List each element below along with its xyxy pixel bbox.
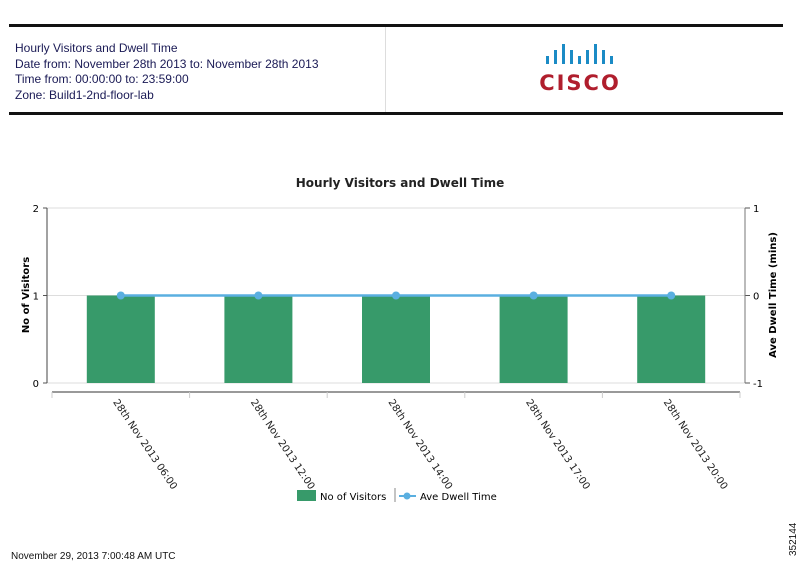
header-divider	[385, 27, 386, 112]
bar	[637, 295, 706, 383]
date-range: Date from: November 28th 2013 to: Novemb…	[15, 56, 319, 71]
legend-line-marker	[403, 492, 411, 500]
figure-id: 352144	[788, 522, 799, 556]
y-tick-label: 1	[33, 292, 39, 303]
y-axis-label: No of Visitors	[21, 257, 32, 333]
x-tick-label: 28th Nov 2013 17:00	[523, 398, 592, 492]
bar	[224, 295, 293, 383]
chart-title: Hourly Visitors and Dwell Time	[296, 176, 504, 190]
x-tick-label: 28th Nov 2013 20:00	[661, 398, 730, 492]
bar	[86, 295, 155, 383]
footer-timestamp: November 29, 2013 7:00:48 AM UTC	[11, 551, 176, 562]
legend-bar-swatch[interactable]	[297, 490, 316, 501]
x-tick-label: 28th Nov 2013 14:00	[386, 398, 455, 492]
report-title: Hourly Visitors and Dwell Time	[15, 41, 178, 55]
y2-axis-label: Ave Dwell Time (mins)	[768, 232, 779, 358]
dwell-point	[529, 291, 538, 300]
report-info: Hourly Visitors and Dwell Time Date from…	[15, 41, 319, 103]
zone: Zone: Build1-2nd-floor-lab	[15, 87, 154, 102]
time-range: Time from: 00:00:00 to: 23:59:00	[15, 72, 189, 86]
y-tick-label: 2	[33, 204, 39, 215]
legend: No of Visitors Ave Dwell Time	[297, 488, 497, 503]
dwell-point	[667, 291, 676, 300]
report-header: Hourly Visitors and Dwell Time Date from…	[9, 24, 783, 115]
bar	[362, 295, 430, 383]
legend-dwell[interactable]: Ave Dwell Time	[420, 492, 497, 503]
y2-tick-label: -1	[753, 379, 763, 390]
cisco-logo: CISCO	[539, 44, 621, 95]
y2-tick-label: 1	[753, 204, 759, 215]
chart: Hourly Visitors and Dwell Time No of Vis…	[21, 176, 779, 503]
x-tick-label: 28th Nov 2013 06:00	[110, 398, 179, 492]
dwell-point	[254, 291, 263, 300]
legend-visitors[interactable]: No of Visitors	[320, 492, 386, 503]
bar	[499, 295, 568, 383]
svg-text:CISCO: CISCO	[539, 71, 621, 95]
y-tick-label: 0	[33, 379, 39, 390]
dwell-point	[392, 291, 400, 300]
dwell-point	[116, 291, 125, 300]
x-tick-label: 28th Nov 2013 12:00	[248, 398, 317, 492]
y2-tick-label: 0	[753, 292, 759, 303]
